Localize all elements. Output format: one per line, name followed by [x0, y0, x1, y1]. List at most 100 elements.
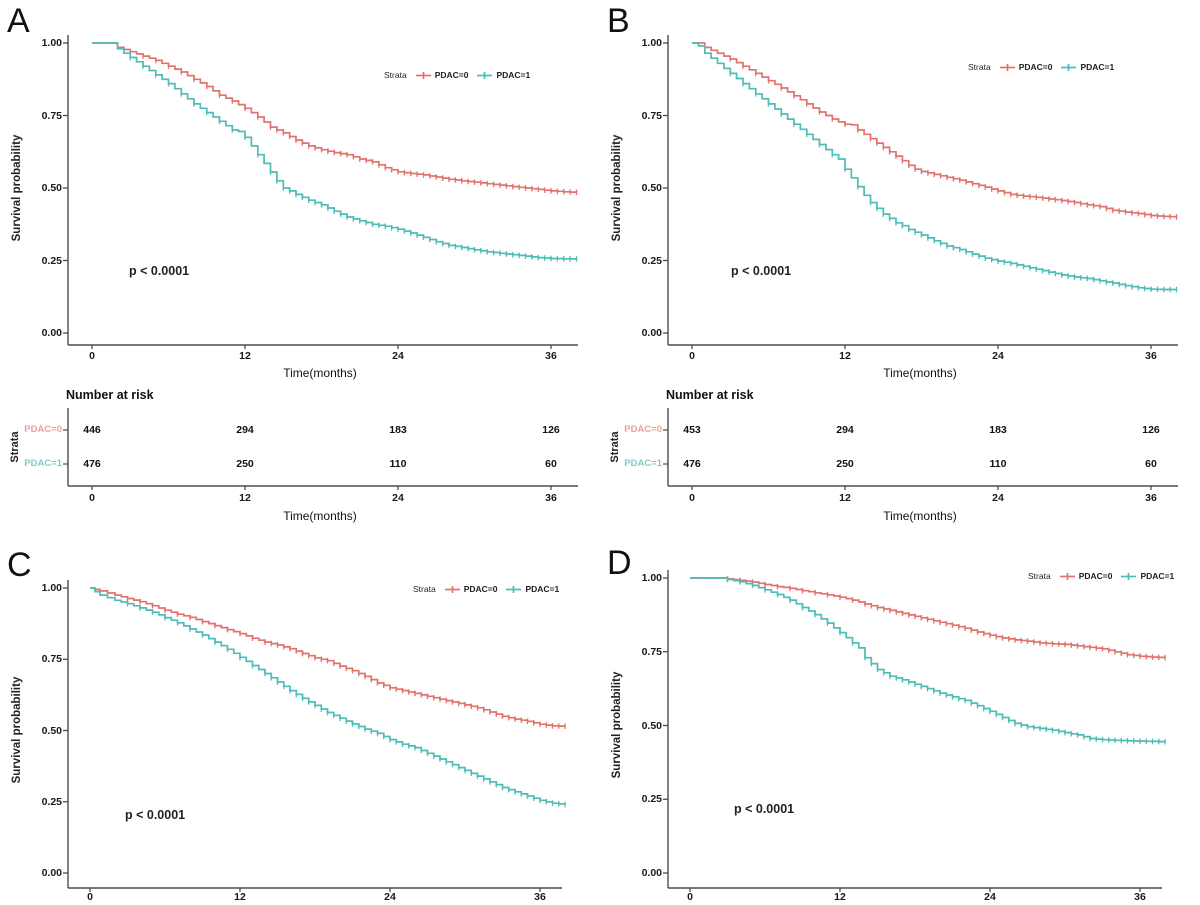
x-tick-label: 24	[992, 350, 1004, 362]
legend-item-pdac1: PDAC=1	[1120, 571, 1174, 581]
legend-item-pdac1: PDAC=1	[1060, 62, 1114, 72]
x-tick-label: 12	[839, 350, 851, 362]
risk-count-value: 110	[989, 458, 1007, 470]
survival-curve-pdac=0	[692, 42, 1178, 218]
survival-curve-pdac=1	[692, 42, 1177, 291]
legend-item-pdac0: PDAC=0	[444, 584, 498, 594]
risk-x-tick-label: 0	[689, 492, 695, 504]
p-value: p < 0.0001	[731, 264, 792, 278]
y-tick-label: 1.00	[41, 582, 62, 594]
risk-row-label-pdac=0: PDAC=0	[24, 424, 62, 435]
y-tick-label: 0.75	[641, 645, 662, 658]
panel-c: C Survival probability Strata PDAC=0 PDA…	[0, 540, 600, 905]
panel-b: B Survival probability Strata PDAC=0 PDA…	[600, 0, 1200, 540]
risk-table-title: Number at risk	[66, 388, 154, 402]
x-tick-label: 36	[1145, 350, 1157, 362]
p-value: p < 0.0001	[734, 802, 795, 816]
legend-title: Strata	[1028, 571, 1051, 581]
x-tick-label: 12	[834, 891, 846, 903]
legend-label: PDAC=1	[525, 584, 560, 594]
legend-line-icon	[1059, 572, 1075, 580]
risk-row-label-pdac=1: PDAC=1	[624, 458, 662, 469]
legend-label: PDAC=0	[463, 584, 498, 594]
y-tick-label: 0.50	[641, 182, 662, 194]
y-tick-label: 0.50	[641, 719, 662, 732]
legend-item-pdac0: PDAC=0	[415, 70, 469, 80]
legend: Strata PDAC=0 PDAC=1	[1028, 571, 1174, 581]
x-tick-label: 24	[384, 891, 396, 903]
legend-label: PDAC=0	[1078, 571, 1113, 581]
risk-count-value: 294	[236, 424, 254, 436]
risk-count-value: 250	[236, 458, 254, 470]
risk-x-tick-label: 12	[839, 492, 851, 504]
survival-curve-pdac=0	[92, 42, 578, 193]
y-tick-label: 0.50	[41, 724, 62, 737]
risk-table-x-title: Time(months)	[283, 509, 357, 523]
legend-line-icon	[477, 71, 493, 79]
panel-a: A Survival probability Strata PDAC=0 PDA…	[0, 0, 600, 540]
panel-label-d: D	[607, 544, 632, 582]
y-tick-label: 0.75	[641, 109, 662, 122]
legend-label: PDAC=0	[434, 70, 469, 80]
km-plot-b	[663, 35, 1178, 490]
km-plot-a	[63, 35, 578, 490]
panel-label-c: C	[7, 546, 32, 584]
survival-curve-pdac=0	[90, 587, 566, 727]
legend: Strata PDAC=0 PDAC=1	[413, 584, 559, 594]
y-tick-label: 0.25	[641, 254, 662, 267]
risk-row-label-pdac=0: PDAC=0	[624, 424, 662, 435]
legend-item-pdac0: PDAC=0	[999, 62, 1053, 72]
y-tick-label: 1.00	[641, 572, 662, 584]
y-tick-label: 0.00	[41, 327, 62, 339]
x-tick-label: 12	[234, 891, 246, 903]
y-tick-label: 0.25	[41, 254, 62, 267]
y-tick-label: 0.00	[641, 327, 662, 339]
km-plot-c	[63, 580, 566, 892]
legend-item-pdac0: PDAC=0	[1059, 571, 1113, 581]
x-tick-label: 0	[689, 350, 695, 362]
legend-line-icon	[415, 71, 431, 79]
x-axis-title: Time(months)	[883, 366, 957, 380]
y-tick-label: 1.00	[641, 37, 662, 49]
risk-row-label-pdac=1: PDAC=1	[24, 458, 62, 469]
y-tick-label: 0.25	[641, 793, 662, 806]
x-tick-label: 12	[239, 350, 251, 362]
legend-item-pdac1: PDAC=1	[505, 584, 559, 594]
legend-title: Strata	[384, 70, 407, 80]
x-tick-label: 0	[89, 350, 95, 362]
survival-curve-pdac=1	[90, 587, 566, 805]
risk-count-value: 60	[545, 458, 557, 470]
x-tick-label: 36	[545, 350, 557, 362]
legend-label: PDAC=1	[496, 70, 531, 80]
x-tick-label: 24	[392, 350, 404, 362]
legend-label: PDAC=1	[1140, 571, 1175, 581]
risk-count-value: 476	[683, 458, 701, 470]
y-tick-label: 0.75	[41, 109, 62, 122]
legend-line-icon	[999, 63, 1015, 71]
y-tick-label: 0.00	[41, 867, 62, 879]
x-tick-label: 0	[687, 891, 693, 903]
x-axis-title: Time(months)	[283, 366, 357, 380]
x-tick-label: 36	[534, 891, 546, 903]
p-value: p < 0.0001	[125, 808, 186, 822]
risk-count-value: 60	[1145, 458, 1157, 470]
legend-line-icon	[506, 585, 522, 593]
legend-item-pdac1: PDAC=1	[476, 70, 530, 80]
risk-x-tick-label: 36	[545, 492, 557, 504]
legend-title: Strata	[968, 62, 991, 72]
panel-label-a: A	[7, 2, 30, 40]
y-tick-label: 1.00	[41, 37, 62, 49]
panel-d: D Survival probability Strata PDAC=0 PDA…	[600, 540, 1200, 905]
risk-count-value: 294	[836, 424, 854, 436]
legend-label: PDAC=0	[1018, 62, 1053, 72]
survival-curve-pdac=1	[690, 577, 1166, 743]
risk-count-value: 126	[1142, 424, 1160, 436]
risk-count-value: 476	[83, 458, 101, 470]
p-value: p < 0.0001	[129, 264, 190, 278]
risk-table-x-title: Time(months)	[883, 509, 957, 523]
risk-count-value: 126	[542, 424, 560, 436]
legend-line-icon	[1061, 63, 1077, 71]
risk-x-tick-label: 0	[89, 492, 95, 504]
risk-x-tick-label: 24	[992, 492, 1004, 504]
legend-label: PDAC=1	[1080, 62, 1115, 72]
